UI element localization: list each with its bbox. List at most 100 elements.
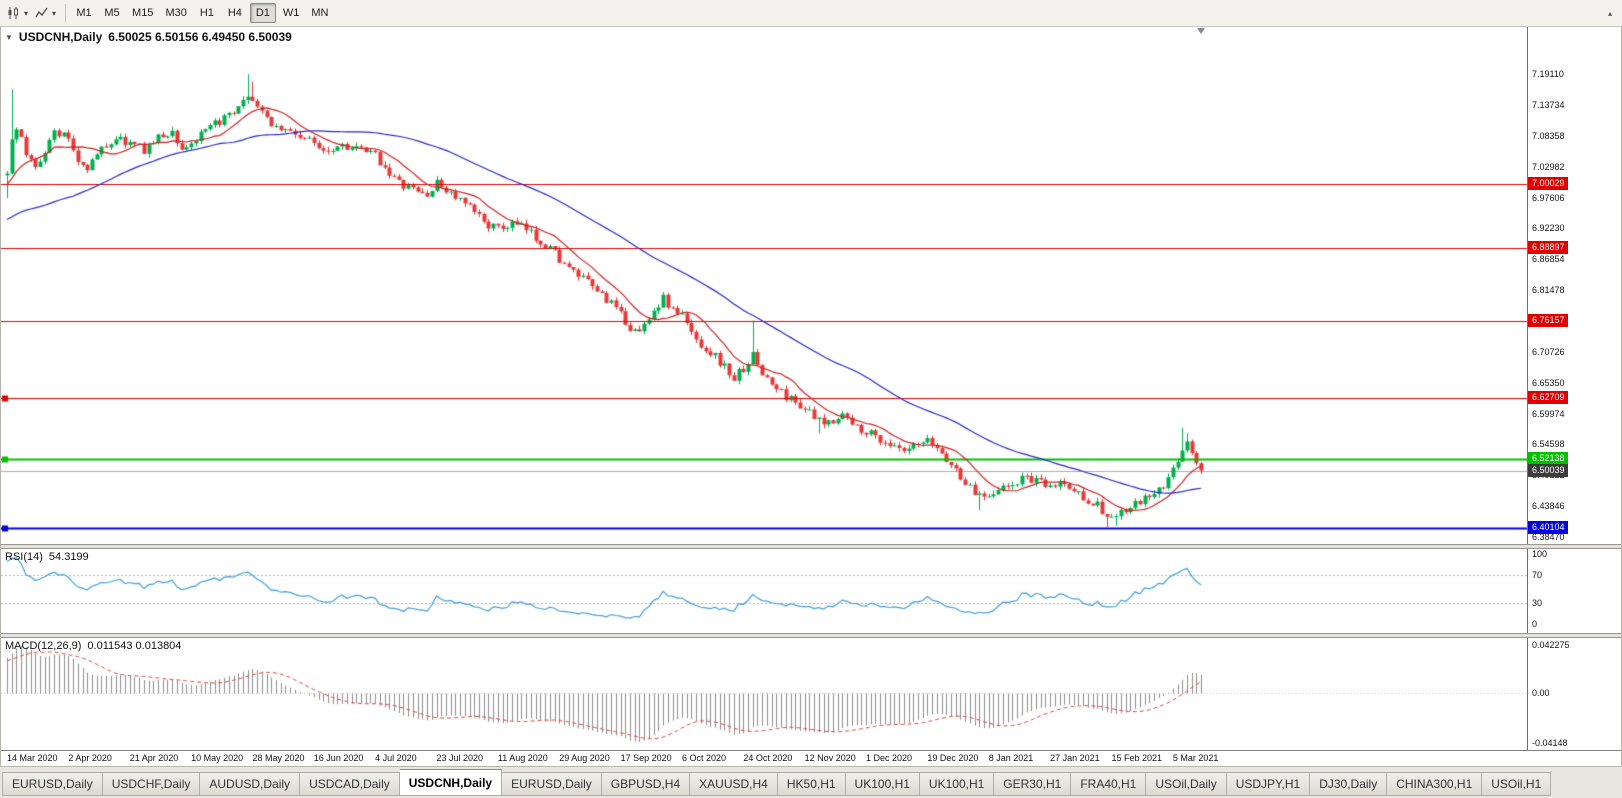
price-chart-panel[interactable]: ▼ USDCNH,Daily 6.50025 6.50156 6.49450 6… — [1, 27, 1621, 544]
price-level-tag: 7.00029 — [1528, 176, 1568, 190]
price-axis-label: 6.43846 — [1532, 501, 1565, 512]
macd-name: MACD(12,26,9) — [5, 640, 82, 652]
price-level-tag: 6.40104 — [1528, 520, 1568, 534]
timeframe-button-m15[interactable]: M15 — [132, 7, 154, 19]
date-axis-label: 14 Mar 2020 — [7, 753, 58, 763]
date-axis-label: 2 Apr 2020 — [68, 753, 112, 763]
panel-separator[interactable] — [1, 633, 1621, 638]
chart-shift-marker[interactable] — [1197, 28, 1206, 34]
rsi-chart-canvas[interactable] — [1, 549, 1529, 633]
chart-tab-usdcad-daily[interactable]: USDCAD,Daily — [300, 772, 400, 796]
price-axis-label: 6.65350 — [1532, 377, 1565, 388]
macd-label: MACD(12,26,9) 0.011543 0.013804 — [5, 640, 181, 652]
chart-tab-china300-h1[interactable]: CHINA300,H1 — [1387, 772, 1483, 796]
macd-panel[interactable]: MACD(12,26,9) 0.011543 0.013804 0.042275… — [1, 638, 1621, 750]
rsi-axis-label: 100 — [1532, 549, 1548, 559]
price-axis-label: 6.97606 — [1532, 192, 1565, 203]
rsi-value: 54.3199 — [48, 551, 89, 563]
price-axis[interactable]: 7.19110 7.13734 7.08358 7.02982 6.97606 6.922… — [1527, 27, 1621, 544]
chart-tab-usdchf-daily[interactable]: USDCHF,Daily — [102, 772, 201, 796]
date-axis-label: 21 Apr 2020 — [129, 753, 179, 763]
chart-tab-eurusd-daily[interactable]: EURUSD,Daily — [2, 772, 103, 796]
chart-tab-usoil-daily[interactable]: USOil,Daily — [1146, 772, 1227, 796]
chart-title: ▼ USDCNH,Daily 6.50025 6.50156 6.49450 6… — [5, 30, 292, 44]
chart-tab-dj30-daily[interactable]: DJ30,Daily — [1310, 772, 1388, 796]
date-axis-label: 4 Jul 2020 — [375, 753, 417, 763]
chart-tab-gbpusd-h4[interactable]: GBPUSD,H4 — [601, 772, 691, 796]
chart-tab-uk100-h1[interactable]: UK100,H1 — [845, 772, 920, 796]
date-axis-label: 10 May 2020 — [191, 753, 244, 763]
price-axis-label: 7.08358 — [1532, 130, 1565, 141]
macd-values: 0.011543 0.013804 — [87, 640, 182, 652]
date-axis-label: 8 Jan 2021 — [988, 753, 1034, 763]
chart-tab-xauusd-h4[interactable]: XAUUSD,H4 — [690, 772, 778, 796]
chart-tabs: EURUSD,Daily USDCHF,Daily AUDUSD,Daily USDC… — [0, 766, 1622, 798]
date-axis-label: 11 Aug 2020 — [497, 753, 548, 763]
rsi-label: RSI(14) 54.3199 — [5, 551, 89, 563]
rsi-panel[interactable]: RSI(14) 54.3199 100 70 30 0 — [1, 549, 1621, 633]
date-axis-label: 16 Jun 2020 — [313, 753, 364, 763]
symbol-period-label: USDCNH,Daily — [18, 30, 103, 44]
chart-tab-eurusd-daily[interactable]: EURUSD,Daily — [502, 772, 602, 796]
timeframe-toolbar: M1 M5 M15 M30 H1 H4 D1 W1 MN — [71, 3, 333, 23]
chart-tab-usdcnh-daily[interactable]: USDCNH,Daily — [399, 769, 503, 796]
price-level-tag: 6.76157 — [1528, 313, 1568, 327]
macd-axis-label: 0.042275 — [1532, 640, 1570, 650]
chart-type-icon[interactable] — [4, 3, 24, 23]
timeframe-button-d1[interactable]: D1 — [249, 3, 276, 23]
price-axis-label: 6.81478 — [1532, 285, 1565, 296]
date-axis-label: 1 Dec 2020 — [866, 753, 913, 763]
panel-separator[interactable] — [1, 544, 1621, 549]
toolbar-overflow-icon[interactable]: ▴ — [1607, 8, 1612, 18]
rsi-axis-label: 70 — [1532, 570, 1543, 580]
timeframe-button-h1[interactable]: H1 — [199, 7, 214, 19]
price-axis-label: 6.92230 — [1532, 223, 1565, 234]
current-price-tag: 6.50039 — [1528, 463, 1568, 477]
date-axis-label: 23 Jul 2020 — [436, 753, 484, 763]
indicators-caret-icon[interactable]: ▾ — [52, 8, 57, 18]
date-axis-label: 27 Jan 2021 — [1050, 753, 1100, 763]
macd-axis-label: -0.04148 — [1532, 738, 1568, 748]
price-level-tag: 6.52138 — [1528, 451, 1568, 465]
indicators-icon[interactable] — [32, 3, 52, 23]
date-axis-label: 5 Mar 2021 — [1172, 753, 1219, 763]
chart-tab-hk50-h1[interactable]: HK50,H1 — [777, 772, 846, 796]
chart-tab-uk100-h1[interactable]: UK100,H1 — [919, 772, 995, 796]
date-axis-label: 19 Dec 2020 — [927, 753, 979, 763]
macd-chart-canvas[interactable] — [1, 638, 1529, 750]
collapse-arrow-icon[interactable]: ▼ — [5, 32, 13, 42]
toolbar: ▾ ▾ M1 M5 M15 M30 H1 H4 D1 W1 MN ▴ — [0, 0, 1622, 27]
chart-tab-usdjpy-h1[interactable]: USDJPY,H1 — [1226, 772, 1311, 796]
time-axis[interactable]: 14 Mar 2020 2 Apr 2020 21 Apr 2020 10 May 2… — [1, 750, 1621, 766]
timeframe-button-h4[interactable]: H4 — [227, 7, 242, 19]
chart-tab-audusd-daily[interactable]: AUDUSD,Daily — [200, 772, 301, 796]
rsi-axis-label: 30 — [1532, 598, 1543, 608]
price-axis-label: 7.13734 — [1532, 100, 1565, 111]
chart-tab-fra40-h1[interactable]: FRA40,H1 — [1071, 772, 1147, 796]
timeframe-button-m1[interactable]: M1 — [76, 7, 92, 19]
chart-type-caret-icon[interactable]: ▾ — [24, 8, 29, 18]
date-axis-label: 17 Sep 2020 — [620, 753, 672, 763]
chart-tab-usoil-h1[interactable]: USOil,H1 — [1482, 772, 1552, 796]
price-axis-label: 6.54598 — [1532, 439, 1565, 450]
candlestick-chart-canvas[interactable] — [1, 27, 1529, 544]
price-axis-label: 7.02982 — [1532, 161, 1565, 172]
rsi-axis[interactable]: 100 70 30 0 — [1527, 549, 1621, 633]
timeframe-button-w1[interactable]: W1 — [282, 7, 300, 19]
ohlc-values: 6.50025 6.50156 6.49450 6.50039 — [108, 30, 292, 44]
price-level-tag: 6.62709 — [1528, 390, 1568, 404]
date-axis-label: 28 May 2020 — [252, 753, 305, 763]
timeframe-button-m5[interactable]: M5 — [104, 7, 120, 19]
date-axis-label: 15 Feb 2021 — [1111, 753, 1163, 763]
macd-axis[interactable]: 0.042275 0.00 -0.04148 — [1527, 638, 1621, 750]
price-axis-label: 6.38470 — [1532, 531, 1565, 542]
price-axis-label: 6.59974 — [1532, 408, 1565, 419]
price-axis-label: 6.86854 — [1532, 254, 1565, 265]
timeframe-button-mn[interactable]: MN — [311, 7, 329, 19]
date-axis-label: 12 Nov 2020 — [804, 753, 856, 763]
chart-tab-ger30-h1[interactable]: GER30,H1 — [994, 772, 1072, 796]
macd-axis-label: 0.00 — [1532, 687, 1550, 698]
date-axis-label: 6 Oct 2020 — [681, 753, 726, 763]
timeframe-button-m30[interactable]: M30 — [165, 7, 187, 19]
price-axis-label: 6.70726 — [1532, 346, 1565, 357]
